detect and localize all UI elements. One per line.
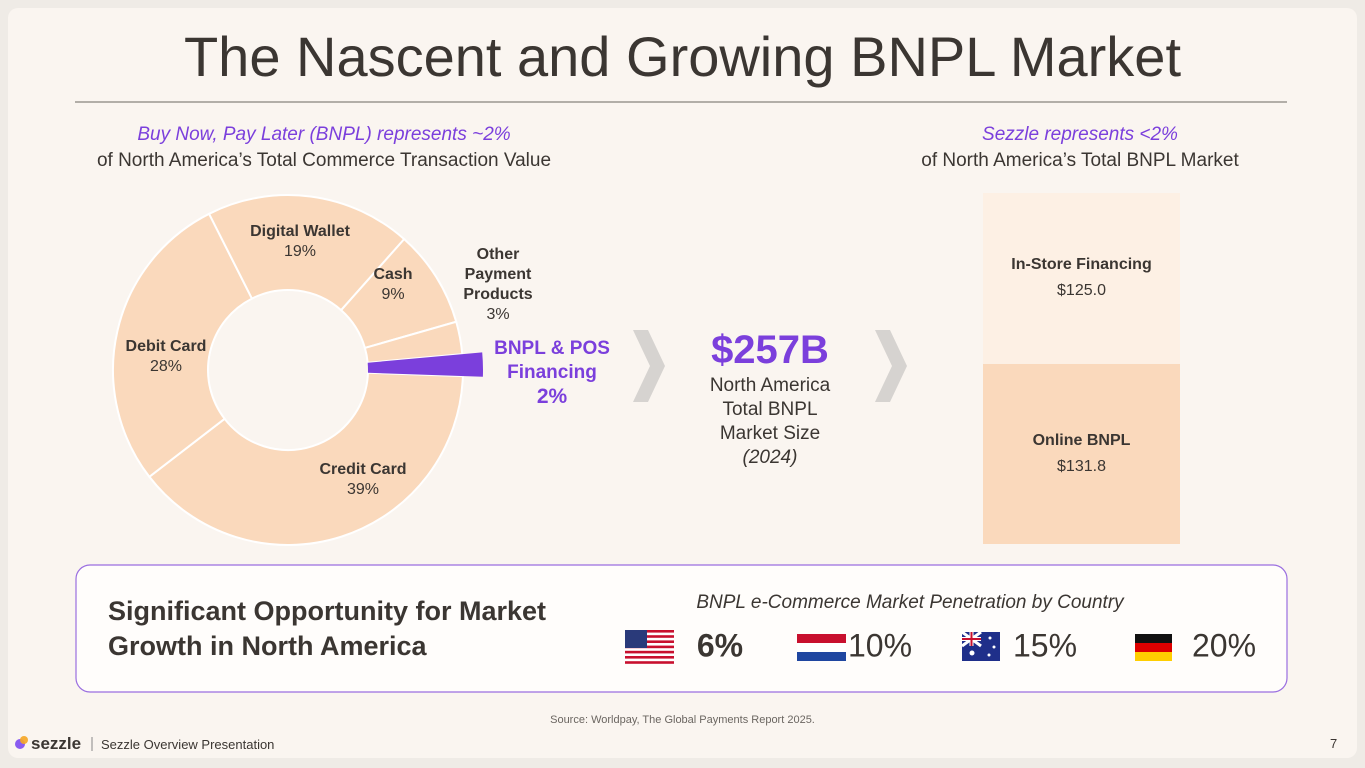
logo-mark	[15, 736, 28, 749]
slice-value: 3%	[486, 306, 510, 323]
segment-label: Online BNPL $131.8	[983, 428, 1180, 480]
market-size-caption: North America Total BNPL Market Size	[709, 375, 831, 444]
market-size-value: $257B	[711, 328, 829, 372]
slice-name: Other Payment Products	[463, 246, 533, 303]
footer-brand: sezzle	[31, 734, 82, 753]
page-number: 7	[1330, 736, 1338, 751]
segment-label: In-Store Financing $125.0	[983, 252, 1180, 304]
slice-value: 28%	[149, 358, 183, 375]
slice-label: Credit Card 39%	[303, 460, 423, 500]
right-heading-highlight: Sezzle represents <2%	[982, 124, 1178, 145]
flag-nl	[797, 634, 846, 661]
slice-label: Other Payment Products 3%	[453, 245, 543, 325]
donut-slice	[207, 194, 406, 312]
slice-label: BNPL & POS Financing 2%	[482, 337, 622, 409]
flag-de	[1135, 634, 1172, 661]
donut-slice	[367, 352, 483, 377]
opportunity-title: Significant Opportunity for Market Growt…	[108, 596, 547, 661]
bar-segment	[983, 193, 1180, 364]
donut-slice	[112, 212, 254, 479]
arrow	[875, 330, 907, 402]
opportunity-subtitle: BNPL e-Commerce Market Penetration by Co…	[696, 592, 1124, 613]
source: Source: Worldpay, The Global Payments Re…	[550, 714, 815, 726]
right-heading: Sezzle represents <2% of North America’s…	[830, 122, 1330, 174]
slice-name: Cash	[373, 266, 413, 283]
slice-name: Debit Card	[125, 338, 207, 355]
slice-label: Digital Wallet 19%	[235, 222, 365, 262]
slice-name: BNPL & POS Financing	[494, 338, 610, 383]
left-heading: Buy Now, Pay Later (BNPL) represents ~2%…	[24, 122, 624, 174]
left-heading-text: of North America’s Total Commerce Transa…	[96, 150, 552, 171]
slice-name: Credit Card	[319, 461, 407, 478]
country-penetration: 15%	[1012, 627, 1078, 664]
slice-value: 9%	[381, 286, 405, 303]
segment-name: In-Store Financing	[1011, 256, 1152, 274]
slice-value: 39%	[346, 481, 380, 498]
left-heading-highlight: Buy Now, Pay Later (BNPL) represents ~2%	[137, 124, 511, 145]
title: The Nascent and Growing BNPL Market	[183, 25, 1182, 88]
donut-slice	[147, 371, 464, 546]
slice-label: Debit Card 28%	[106, 337, 226, 377]
flag-us	[625, 630, 674, 664]
country-penetration: 6%	[696, 627, 744, 664]
segment-value: $131.8	[1057, 457, 1106, 475]
country-penetration: 20%	[1191, 627, 1257, 664]
segment-value: $125.0	[1057, 282, 1106, 300]
market-size-year: (2024)	[742, 447, 798, 468]
right-heading-text: of North America’s Total BNPL Market	[921, 150, 1239, 171]
slice-label: Cash 9%	[353, 265, 433, 305]
flag-au	[961, 630, 1000, 661]
footer-text: Sezzle Overview Presentation	[101, 737, 275, 752]
slice-name: Digital Wallet	[250, 223, 350, 240]
market-size: $257B North America Total BNPL Market Si…	[670, 326, 870, 470]
arrow	[633, 330, 665, 402]
country-penetration: 10%	[847, 627, 913, 664]
slice-value: 19%	[283, 243, 317, 260]
segment-name: Online BNPL	[1032, 431, 1131, 449]
bar-segment	[983, 363, 1180, 544]
slice-value: 2%	[536, 385, 568, 408]
